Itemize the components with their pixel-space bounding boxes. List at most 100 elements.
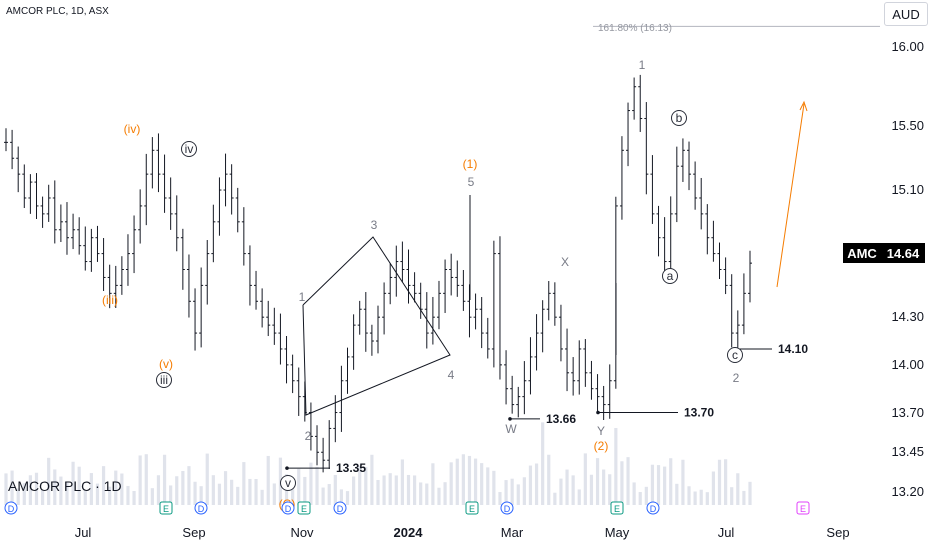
ohlc-bar bbox=[741, 273, 746, 335]
wave-label: a bbox=[667, 269, 674, 283]
volume-bar bbox=[675, 483, 679, 505]
currency-selector[interactable]: AUD bbox=[884, 2, 928, 26]
ohlc-bar bbox=[748, 250, 752, 303]
ohlc-bar bbox=[156, 133, 161, 193]
volume-bar bbox=[669, 458, 673, 505]
volume-bar bbox=[260, 489, 264, 505]
dividend-marker bbox=[4, 501, 18, 515]
volume-bar bbox=[315, 466, 319, 505]
volume-bar bbox=[449, 462, 453, 505]
volume-bar bbox=[272, 483, 276, 505]
ticker-badge: AMC bbox=[843, 243, 881, 263]
volume-bar bbox=[528, 465, 533, 505]
earnings-marker bbox=[465, 501, 479, 515]
ohlc-bar bbox=[16, 146, 21, 193]
dividend-marker bbox=[194, 501, 208, 515]
volume-bar bbox=[742, 490, 746, 505]
ohlc-bar bbox=[467, 284, 472, 338]
dividend-marker bbox=[281, 501, 295, 515]
ohlc-bar bbox=[705, 204, 710, 255]
volume-bar bbox=[205, 453, 209, 505]
ohlc-bar bbox=[211, 204, 216, 263]
ohlc-bar bbox=[491, 240, 496, 368]
ohlc-bar bbox=[729, 274, 734, 348]
ohlc-bar bbox=[351, 314, 356, 370]
volume-bar bbox=[650, 464, 655, 505]
volume-bar bbox=[138, 455, 142, 505]
ohlc-bar bbox=[174, 195, 179, 252]
ohlc-bar bbox=[656, 205, 661, 257]
dividend-marker bbox=[500, 501, 514, 515]
volume-bar bbox=[467, 455, 472, 505]
volume-bar bbox=[412, 475, 417, 505]
ohlc-bar bbox=[89, 228, 94, 272]
time-tick-label: Jul bbox=[717, 525, 735, 540]
ohlc-bar bbox=[345, 347, 350, 394]
volume-bar bbox=[498, 492, 502, 505]
price-tick-label: 15.50 bbox=[891, 118, 924, 134]
volume-bar bbox=[236, 486, 240, 505]
ohlc-bar bbox=[217, 177, 222, 236]
ohlc-bar bbox=[308, 402, 313, 451]
time-tick-label: May bbox=[604, 525, 630, 540]
ohlc-bar bbox=[723, 257, 728, 295]
volume-bar bbox=[364, 467, 368, 505]
ohlc-bar bbox=[644, 102, 649, 195]
volume-bar bbox=[376, 480, 380, 505]
volume-bar bbox=[748, 481, 752, 505]
symbol-watermark: AMCOR PLC · 1D bbox=[8, 478, 122, 494]
time-tick-label: 2024 bbox=[393, 525, 423, 540]
ohlc-bar bbox=[290, 354, 295, 394]
wave-label: (iv) bbox=[124, 122, 141, 136]
volume-bar bbox=[34, 472, 39, 505]
volume-bar bbox=[388, 473, 392, 505]
wave-label: c bbox=[732, 348, 738, 362]
ohlc-bar bbox=[4, 128, 8, 152]
last-price-badge: 14.64 bbox=[881, 243, 925, 263]
volume-bar bbox=[486, 467, 490, 505]
event-marker-label: D bbox=[8, 504, 15, 514]
ohlc-bar bbox=[601, 385, 606, 420]
wave-circle bbox=[671, 110, 687, 126]
volume-bar bbox=[534, 463, 539, 505]
volume-bar bbox=[443, 482, 447, 505]
volume-bar bbox=[345, 491, 350, 505]
volume-bar bbox=[28, 475, 32, 505]
volume-bar bbox=[144, 454, 148, 505]
dividend-marker bbox=[646, 501, 660, 515]
wave-label: 2 bbox=[733, 371, 740, 385]
volume-bar bbox=[199, 486, 203, 505]
level-label: 14.10 bbox=[778, 342, 808, 356]
ohlc-bar bbox=[436, 280, 441, 330]
ohlc-bar bbox=[10, 129, 15, 170]
ohlc-bar bbox=[668, 196, 673, 277]
earnings-marker bbox=[796, 501, 810, 515]
volume-bar bbox=[89, 473, 93, 505]
ohlc-bar bbox=[430, 296, 435, 345]
volume-bar bbox=[40, 489, 45, 505]
ohlc-bar bbox=[113, 265, 118, 309]
volume-bar bbox=[71, 461, 75, 505]
ohlc-bar bbox=[552, 282, 557, 326]
ohlc-bar bbox=[400, 241, 405, 283]
time-tick-label: Sep bbox=[182, 525, 206, 540]
ohlc-bar bbox=[180, 228, 185, 290]
volume-bar bbox=[126, 485, 130, 505]
volume-bar bbox=[711, 471, 716, 505]
ohlc-bar bbox=[650, 155, 655, 224]
volume-bar bbox=[516, 484, 520, 505]
ohlc-bar bbox=[132, 215, 137, 274]
ohlc-bar bbox=[516, 386, 521, 418]
dividend-marker bbox=[333, 501, 347, 515]
ohlc-bar bbox=[546, 281, 551, 321]
ohlc-bar bbox=[168, 177, 173, 230]
volume-bar bbox=[461, 454, 465, 505]
event-marker-label: D bbox=[337, 504, 344, 514]
volume-bar bbox=[175, 476, 179, 505]
ohlc-bar bbox=[693, 161, 698, 210]
event-marker-label: E bbox=[163, 504, 169, 514]
volume-bar bbox=[248, 478, 252, 505]
ohlc-bar bbox=[278, 313, 283, 365]
volume-bar bbox=[547, 454, 551, 505]
